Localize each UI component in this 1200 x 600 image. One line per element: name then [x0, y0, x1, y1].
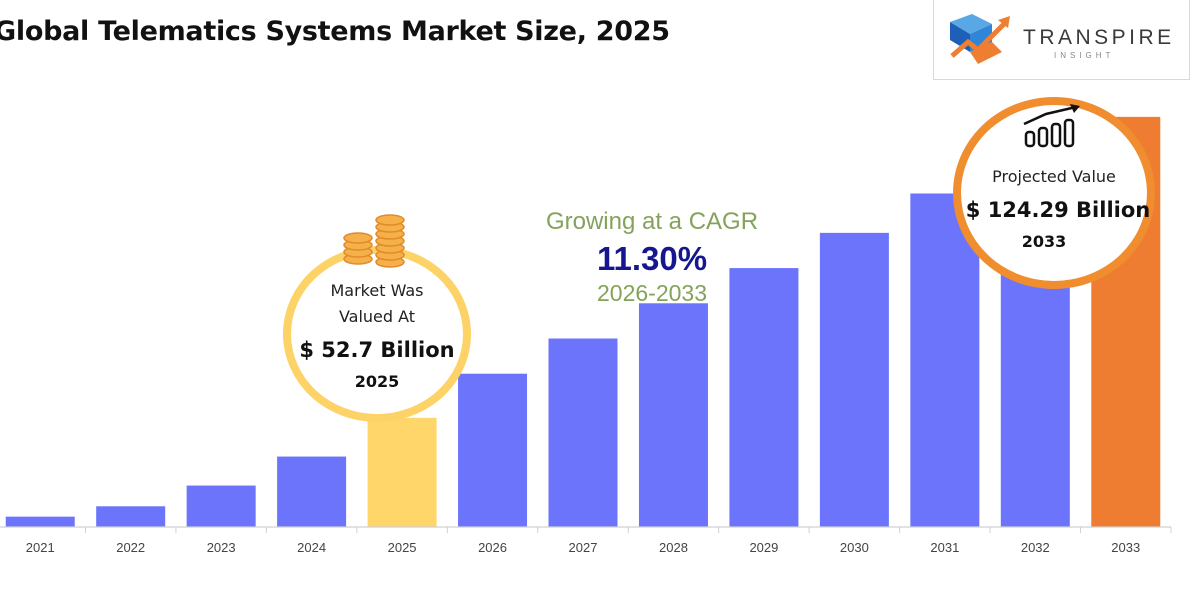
x-tick-label-2022: 2022	[116, 540, 145, 555]
callout-2025-bubble: Market Was Valued At $ 52.7 Billion 2025	[283, 246, 471, 422]
callout-2025-value: $ 52.7 Billion	[299, 338, 455, 362]
x-tick-label-2033: 2033	[1111, 540, 1140, 555]
bar-2023	[186, 485, 256, 527]
x-tick-label-2026: 2026	[478, 540, 507, 555]
callout-2033-label: Projected Value	[992, 167, 1116, 186]
cagr-callout: Growing at a CAGR 11.30% 2026-2033	[532, 208, 772, 307]
callout-2025-label-1: Market Was	[330, 281, 424, 300]
x-tick-label-2024: 2024	[297, 540, 326, 555]
cagr-label: Growing at a CAGR	[545, 208, 759, 235]
bar-2026	[458, 373, 528, 527]
bar-2027	[548, 338, 618, 527]
bar-2029	[729, 268, 799, 527]
callout-2033-bubble: Projected Value $ 124.29 Billion 2033	[953, 97, 1155, 289]
x-tick-label-2023: 2023	[207, 540, 236, 555]
brand-logo: TRANSPIRE INSIGHT	[933, 0, 1190, 80]
bar-2025	[367, 417, 437, 527]
cagr-value: 11.30%	[596, 240, 708, 277]
x-tick-label-2029: 2029	[749, 540, 778, 555]
bar-2030	[819, 232, 889, 527]
callout-2033-value: $ 124.29 Billion	[965, 198, 1151, 222]
bar-2031	[910, 193, 980, 527]
bar-2024	[277, 456, 347, 527]
x-tick-label-2027: 2027	[569, 540, 598, 555]
x-tick-label-2032: 2032	[1021, 540, 1050, 555]
bar-2028	[638, 303, 708, 527]
callout-2025-year: 2025	[354, 372, 400, 391]
callout-2025-label-2: Valued At	[338, 307, 416, 326]
x-tick-label-2025: 2025	[388, 540, 417, 555]
cagr-period: 2026-2033	[597, 280, 707, 306]
x-tick-label-2031: 2031	[930, 540, 959, 555]
bar-2021	[5, 516, 75, 527]
callout-2033-year: 2033	[1021, 232, 1067, 251]
x-tick-label-2030: 2030	[840, 540, 869, 555]
transpire-logo-icon	[950, 14, 1010, 64]
chart-title: Global Telematics Systems Market Size, 2…	[0, 16, 670, 47]
bar-growth-icon	[1023, 104, 1080, 148]
bar-2022	[96, 506, 166, 527]
coin-stack-icon	[343, 214, 405, 268]
x-tick-label-2021: 2021	[26, 540, 55, 555]
logo-name: TRANSPIRE	[1023, 26, 1175, 49]
x-tick-label-2028: 2028	[659, 540, 688, 555]
logo-subtitle: INSIGHT	[1054, 51, 1115, 60]
